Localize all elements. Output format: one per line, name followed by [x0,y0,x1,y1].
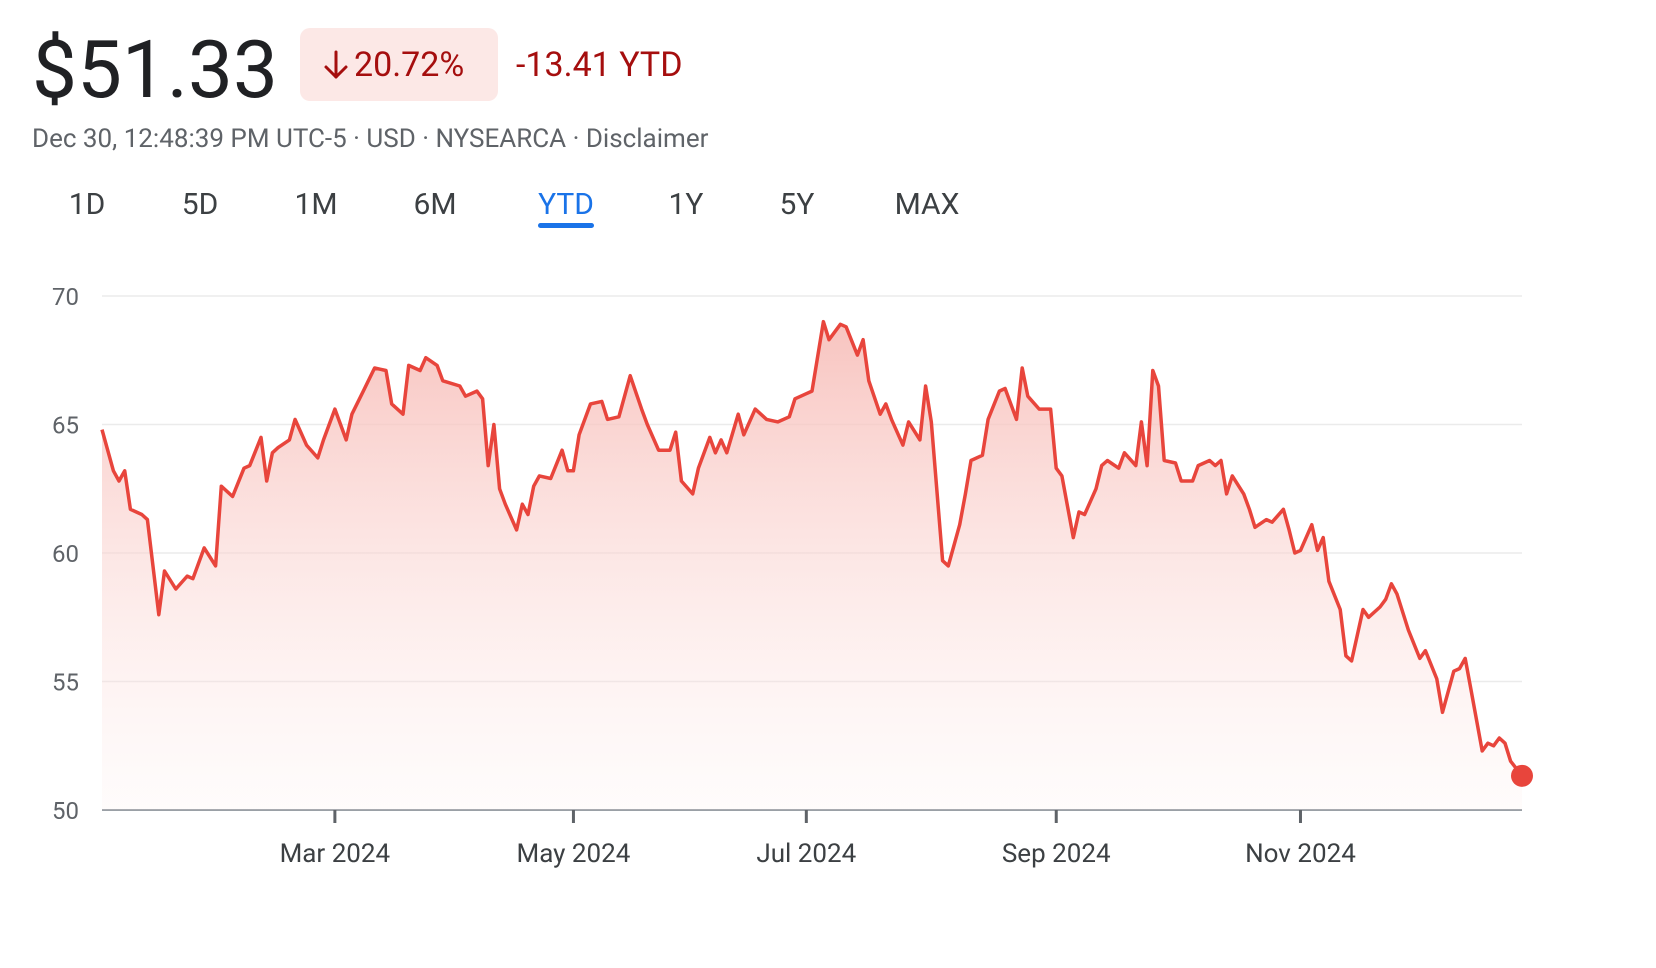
y-tick-label: 55 [52,669,79,697]
last-point [1511,764,1533,787]
change-badge [300,28,498,101]
y-tick-label: 50 [52,797,79,825]
range-tab[interactable]: 6M [413,187,456,222]
range-tab[interactable]: 1Y [669,187,704,222]
range-tab[interactable]: 1M [294,187,337,222]
x-tick-label: Jul 2024 [756,839,856,869]
range-tab[interactable]: MAX [895,187,960,222]
area-fill [102,321,1522,810]
x-tick-label: Sep 2024 [1002,839,1111,869]
active-tab-indicator [538,223,594,228]
price: $51.33 [32,23,278,117]
range-tab[interactable]: YTD [538,187,594,222]
change-ytd: -13.41 YTD [516,45,683,85]
range-tab[interactable]: 1D [69,187,106,222]
x-tick-label: Nov 2024 [1245,839,1356,869]
y-tick-label: 70 [52,283,79,311]
x-tick-label: May 2024 [517,839,631,869]
y-tick-label: 60 [52,540,79,568]
down-arrow [324,50,348,79]
price-chart: 50 55 60 65 70 Mar 2024 May 2024 Jul 2024 Sep 20… [52,283,1533,869]
range-tabs: 1D 5D 1M 6M YTD 1Y 5Y MAX [69,187,960,228]
change-percent: 20.72% [354,45,464,85]
meta-line: Dec 30, 12:48:39 PM UTC-5 · USD · NYSEAR… [32,124,709,154]
y-tick-label: 65 [52,412,79,440]
range-tab[interactable]: 5D [182,187,219,222]
price-line [100,319,1524,777]
x-tick-label: Mar 2024 [280,839,391,869]
range-tab[interactable]: 5Y [780,187,815,222]
